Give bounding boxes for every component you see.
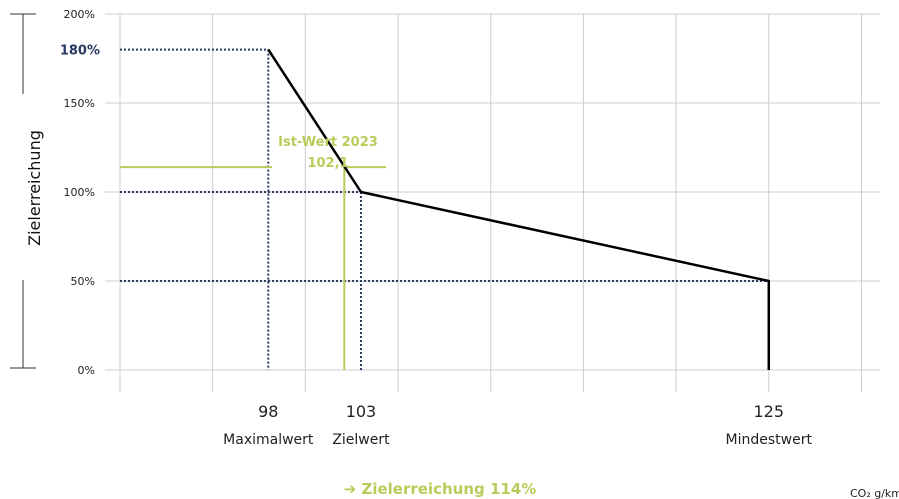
y-tick-label-highlight: 180% bbox=[60, 44, 100, 59]
annotation-line2: 102,1 bbox=[307, 156, 348, 171]
series-line bbox=[267, 48, 771, 370]
y-axis-label: Zielerreichung bbox=[25, 130, 44, 246]
x-marker-caption: Maximalwert bbox=[223, 432, 314, 448]
y-axis-bracket bbox=[10, 13, 36, 369]
y-tick-label: 0% bbox=[78, 364, 95, 377]
y-tick-label: 50% bbox=[71, 275, 95, 288]
grid bbox=[105, 13, 880, 392]
x-marker-value: 103 bbox=[346, 402, 377, 421]
x-marker-caption: Zielwert bbox=[332, 432, 390, 448]
unit-label: CO₂ g/km bbox=[850, 487, 899, 499]
x-markers: 98 Maximalwert 103 Zielwert 125 Mindestwert bbox=[223, 402, 812, 448]
actual-value-lines bbox=[120, 166, 386, 370]
series bbox=[267, 48, 771, 370]
y-tick-label: 200% bbox=[64, 8, 95, 21]
bottom-note: ➔ Zielerreichung 114% bbox=[344, 480, 537, 498]
y-tick-label: 150% bbox=[64, 97, 95, 110]
x-marker-value: 98 bbox=[258, 402, 278, 421]
annotation-line1: Ist-Wert 2023 bbox=[278, 135, 378, 150]
reference-lines bbox=[120, 48, 769, 370]
x-marker-value: 125 bbox=[754, 402, 785, 421]
y-tick-label: 100% bbox=[64, 186, 95, 199]
y-tick-labels: 0% 50% 100% 150% 200% 180% bbox=[60, 8, 100, 377]
x-marker-caption: Mindestwert bbox=[726, 432, 813, 448]
